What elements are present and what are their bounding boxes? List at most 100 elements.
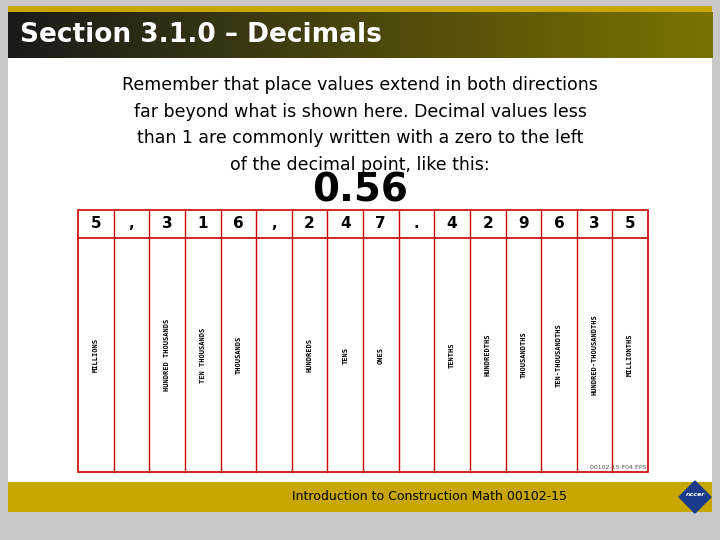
Bar: [660, 12, 663, 58]
Bar: [138, 12, 143, 58]
Bar: [564, 12, 568, 58]
Polygon shape: [679, 481, 711, 513]
Bar: [343, 12, 346, 58]
Text: THOUSANDTHS: THOUSANDTHS: [521, 332, 526, 379]
Bar: [455, 12, 459, 58]
Bar: [427, 12, 431, 58]
Text: 5: 5: [625, 217, 636, 232]
Bar: [526, 12, 529, 58]
Bar: [135, 12, 139, 58]
Bar: [26, 12, 30, 58]
Text: MILLIONTHS: MILLIONTHS: [627, 334, 633, 376]
Bar: [642, 12, 646, 58]
Bar: [107, 12, 111, 58]
Bar: [402, 12, 406, 58]
Bar: [621, 12, 624, 58]
Bar: [539, 12, 544, 58]
Bar: [617, 12, 621, 58]
Bar: [645, 12, 649, 58]
Bar: [416, 12, 420, 58]
Bar: [60, 12, 65, 58]
Bar: [571, 12, 575, 58]
Text: 4: 4: [340, 217, 351, 232]
Bar: [476, 12, 480, 58]
Bar: [248, 12, 251, 58]
Text: Section 3.1.0 – Decimals: Section 3.1.0 – Decimals: [20, 22, 382, 48]
Bar: [677, 12, 681, 58]
Bar: [244, 12, 248, 58]
Bar: [631, 12, 635, 58]
Bar: [96, 12, 100, 58]
Bar: [174, 12, 177, 58]
Text: HUNDREDS: HUNDREDS: [307, 338, 312, 372]
Bar: [649, 12, 652, 58]
Bar: [8, 12, 12, 58]
Bar: [688, 12, 691, 58]
Bar: [230, 12, 234, 58]
Bar: [170, 12, 174, 58]
Text: 2: 2: [482, 217, 493, 232]
Bar: [413, 12, 417, 58]
Bar: [567, 12, 572, 58]
Bar: [40, 12, 44, 58]
Text: 6: 6: [233, 217, 243, 232]
Bar: [364, 12, 367, 58]
Text: ,: ,: [271, 217, 276, 232]
Bar: [114, 12, 117, 58]
Bar: [360, 12, 364, 58]
Bar: [318, 12, 322, 58]
Bar: [406, 12, 410, 58]
Bar: [582, 12, 586, 58]
Bar: [708, 12, 713, 58]
Text: THOUSANDS: THOUSANDS: [235, 336, 241, 374]
Bar: [536, 12, 540, 58]
Bar: [240, 12, 244, 58]
Bar: [448, 12, 452, 58]
Text: TEN-THOUSANDTHS: TEN-THOUSANDTHS: [556, 323, 562, 387]
Bar: [673, 12, 678, 58]
Text: 6: 6: [554, 217, 564, 232]
Bar: [117, 12, 121, 58]
Bar: [15, 12, 19, 58]
Bar: [638, 12, 642, 58]
Bar: [156, 12, 160, 58]
Bar: [212, 12, 216, 58]
Bar: [487, 12, 491, 58]
Bar: [399, 12, 402, 58]
Bar: [32, 12, 37, 58]
Bar: [163, 12, 167, 58]
Bar: [656, 12, 660, 58]
Bar: [472, 12, 477, 58]
Bar: [384, 12, 389, 58]
Bar: [336, 12, 339, 58]
Bar: [75, 12, 79, 58]
Text: nccer: nccer: [685, 492, 705, 497]
Bar: [29, 12, 33, 58]
Text: MILLIONS: MILLIONS: [93, 338, 99, 372]
Bar: [666, 12, 670, 58]
Bar: [78, 210, 648, 472]
Bar: [441, 12, 445, 58]
Bar: [258, 12, 262, 58]
Bar: [613, 12, 618, 58]
Bar: [578, 12, 582, 58]
Bar: [356, 12, 361, 58]
Text: TENS: TENS: [342, 347, 348, 363]
Bar: [71, 12, 76, 58]
Bar: [332, 12, 336, 58]
Bar: [522, 12, 526, 58]
Text: 00102-15 F04.EPS: 00102-15 F04.EPS: [590, 465, 646, 470]
Bar: [596, 12, 600, 58]
Bar: [423, 12, 428, 58]
Bar: [628, 12, 631, 58]
Text: TENTHS: TENTHS: [449, 342, 455, 368]
Bar: [508, 12, 512, 58]
Bar: [269, 12, 272, 58]
Bar: [254, 12, 258, 58]
Bar: [459, 12, 462, 58]
Bar: [634, 12, 639, 58]
Bar: [8, 6, 712, 12]
Bar: [480, 12, 484, 58]
Bar: [103, 12, 107, 58]
Bar: [127, 12, 132, 58]
